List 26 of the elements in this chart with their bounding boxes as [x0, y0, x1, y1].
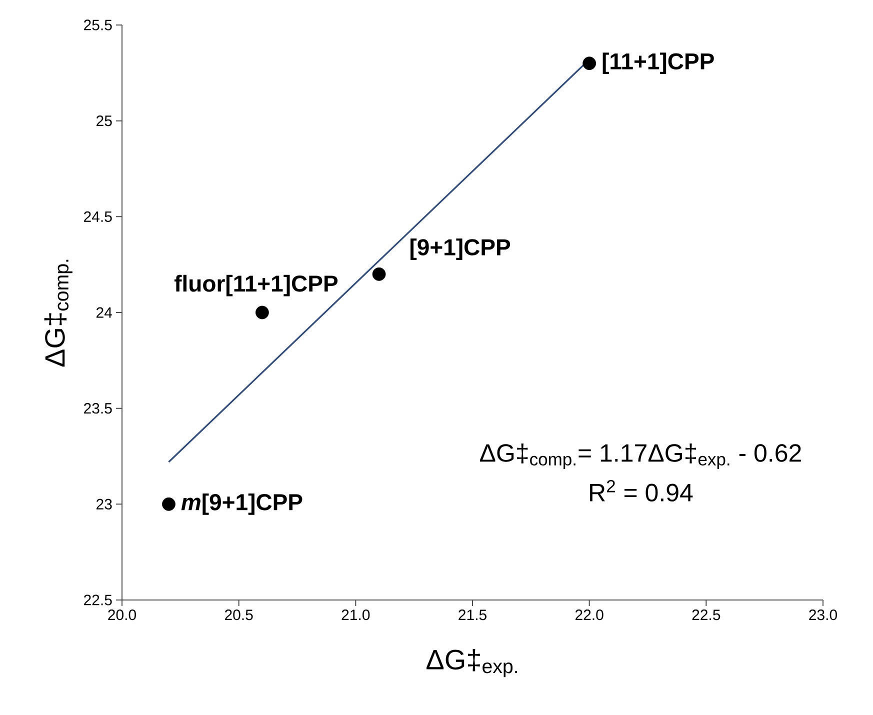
point [372, 267, 386, 281]
y-tick-label: 25.5 [84, 20, 112, 30]
annotation: fluor[11+1]CPP [174, 274, 338, 296]
x-axis-title: ΔG‡$_{exp.}$ [426, 649, 518, 678]
annotation: [11+1]CPP [602, 52, 714, 74]
x-tick-label: 22.5 [692, 610, 720, 620]
annotation: [9+1]CPP [410, 238, 510, 260]
y-tick-label: 23.5 [84, 403, 112, 414]
x-tick-label: 20.0 [108, 610, 136, 620]
point [582, 56, 596, 70]
point [162, 497, 176, 511]
annotation: ΔG‡$_{comp.}$= 1.17ΔG‡$_{exp.}$ - 0.62 [480, 444, 801, 469]
y-tick-label: 24 [96, 307, 112, 318]
annotation: m[9+1]CPP [181, 493, 302, 515]
x-tick-label: 20.5 [224, 610, 253, 620]
annotation: R$^{2}$ = 0.94 [590, 480, 693, 502]
x-tick-label: 22.0 [575, 610, 604, 620]
y-tick-label: 23 [96, 498, 112, 510]
y-tick-label: 22.5 [84, 594, 112, 606]
x-tick-label: 23.0 [809, 610, 838, 620]
point [256, 306, 269, 320]
y-tick-label: 25 [96, 116, 112, 126]
y-axis-title: ΔG‡$_{comp.}$ [44, 260, 72, 367]
y-tick-label: 24.5 [84, 211, 112, 222]
x-tick-label: 21.5 [458, 610, 486, 620]
x-tick-label: 21.0 [342, 610, 370, 620]
